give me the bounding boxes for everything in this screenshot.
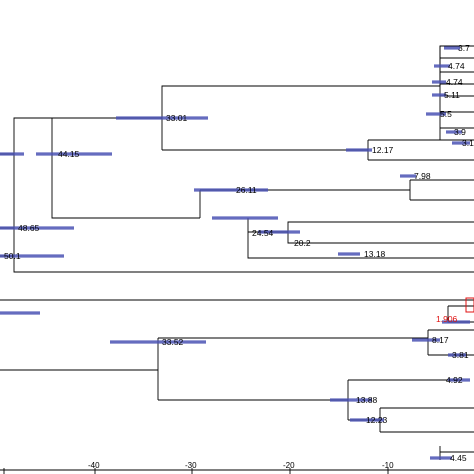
axis-tick-label: -20 [283, 461, 295, 470]
time-axis: -40 -30 -20 -10 [0, 461, 474, 474]
node-age-label: 4.74 [446, 77, 463, 87]
node-age-label: 13.88 [356, 395, 378, 405]
node-age-label: 4.92 [446, 375, 463, 385]
branch [199, 179, 474, 218]
node-age-label: 12.17 [372, 145, 394, 155]
branch [439, 46, 474, 140]
node-age-label: 33.01 [166, 113, 188, 123]
node-age-label: 12.23 [366, 415, 388, 425]
node-age-label: 4.74 [448, 61, 465, 71]
node-age-label: 13.18 [364, 249, 386, 259]
branch [0, 338, 159, 400]
branch [161, 45, 474, 118]
node-age-label: 3.1 [462, 138, 474, 148]
hpd-bars [0, 46, 470, 460]
axis-tick-label: -40 [88, 461, 100, 470]
node-age-label: 24.54 [252, 228, 274, 238]
node-age-label: 33.52 [162, 337, 184, 347]
branch [0, 153, 15, 257]
axis-tick-label: -30 [185, 461, 197, 470]
node-age-label: 50.1 [4, 251, 21, 261]
branch [52, 117, 163, 150]
tree-branches [0, 45, 474, 460]
branch [158, 380, 349, 420]
node-age-label: 48.65 [18, 223, 40, 233]
node-age-label: 7.98 [414, 171, 431, 181]
node-labels: 3.7 4.74 4.74 5.11 5.5 3.9 3.1 33.01 44.… [4, 43, 474, 463]
branch [13, 117, 200, 219]
branch [162, 139, 474, 161]
node-age-label: 4.45 [450, 453, 467, 463]
node-age-label: 8.17 [432, 335, 449, 345]
node-age-label: 5.11 [444, 90, 460, 100]
node-age-label: 3.9 [454, 127, 466, 137]
branch [13, 228, 474, 273]
node-age-label: 26.11 [236, 185, 257, 195]
branch [158, 329, 474, 356]
node-age-label: 20.2 [294, 238, 311, 248]
node-age-label-highlighted: 1.906 [436, 314, 458, 324]
node-age-label: 3.81 [452, 350, 469, 360]
axis-tick-label: -10 [382, 461, 394, 470]
node-age-label: 3.7 [458, 43, 470, 53]
node-age-label: 5.5 [440, 109, 452, 119]
highlight-node-marker [465, 297, 474, 313]
node-age-label: 44.15 [58, 149, 80, 159]
branch [247, 232, 474, 259]
